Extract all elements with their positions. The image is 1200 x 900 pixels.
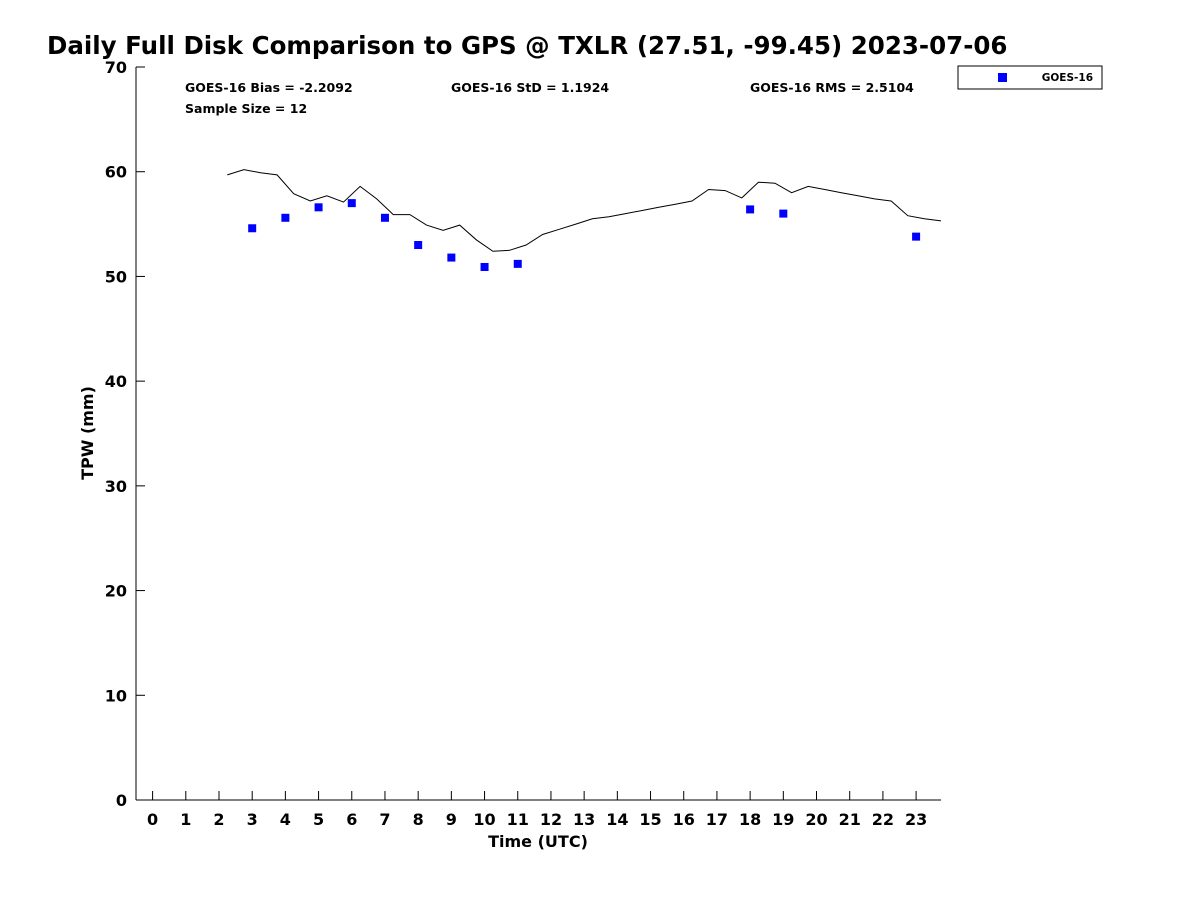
goes16-point — [248, 224, 257, 233]
y-tick-label: 10 — [105, 686, 127, 705]
x-tick-label: 18 — [739, 810, 761, 829]
x-tick-label: 6 — [346, 810, 357, 829]
x-tick-label: 10 — [473, 810, 495, 829]
y-tick-label: 70 — [105, 58, 127, 77]
y-tick-label: 20 — [105, 582, 127, 601]
x-tick-label: 1 — [180, 810, 191, 829]
x-tick-label: 15 — [639, 810, 661, 829]
x-tick-label: 17 — [706, 810, 728, 829]
x-tick-label: 11 — [507, 810, 529, 829]
x-tick-label: 3 — [247, 810, 258, 829]
x-tick-label: 20 — [805, 810, 827, 829]
x-axis-label: Time (UTC) — [488, 832, 588, 851]
gps-tpw-line — [227, 169, 942, 252]
sample-size-stat: Sample Size = 12 — [185, 101, 307, 116]
legend-marker-goes16 — [998, 73, 1007, 82]
y-tick-label: 50 — [105, 267, 127, 286]
stats-annotations: GOES-16 Bias = -2.2092 GOES-16 StD = 1.1… — [185, 80, 914, 116]
goes16-point — [347, 199, 356, 208]
goes16-point — [414, 241, 423, 250]
chart-title: Daily Full Disk Comparison to GPS @ TXLR… — [47, 31, 1007, 60]
legend-box — [957, 65, 1103, 90]
plot-frame — [135, 67, 941, 801]
goes16-point — [281, 213, 290, 222]
x-ticks: 0 1 2 3 4 5 6 7 8 9 10 11 12 13 14 15 16 17 18 19 20 21 22 23 — [147, 791, 927, 829]
y-axis-label: TPW (mm) — [78, 386, 97, 480]
goes16-point — [380, 213, 389, 222]
x-tick-label: 0 — [147, 810, 158, 829]
legend: GOES-16 — [957, 65, 1103, 90]
y-tick-label: 40 — [105, 372, 127, 391]
legend-label-goes16: GOES-16 — [1042, 72, 1093, 84]
goes16-point — [447, 253, 456, 262]
x-tick-label: 8 — [413, 810, 424, 829]
x-tick-label: 13 — [573, 810, 595, 829]
bias-stat: GOES-16 Bias = -2.2092 — [185, 80, 353, 95]
series-layer — [227, 169, 942, 272]
y-tick-label: 30 — [105, 477, 127, 496]
x-tick-label: 9 — [446, 810, 457, 829]
goes16-point — [912, 232, 921, 241]
x-tick-label: 21 — [839, 810, 861, 829]
rms-stat: GOES-16 RMS = 2.5104 — [750, 80, 914, 95]
x-tick-label: 16 — [673, 810, 695, 829]
x-tick-label: 5 — [313, 810, 324, 829]
x-tick-label: 12 — [540, 810, 562, 829]
y-tick-label: 60 — [105, 163, 127, 182]
x-tick-label: 23 — [905, 810, 927, 829]
goes16-point — [314, 203, 323, 212]
goes16-point — [779, 209, 788, 218]
x-tick-label: 14 — [606, 810, 628, 829]
x-tick-label: 19 — [772, 810, 794, 829]
x-tick-label: 7 — [379, 810, 390, 829]
x-tick-label: 2 — [213, 810, 224, 829]
y-tick-label: 0 — [116, 791, 127, 810]
x-tick-label: 22 — [872, 810, 894, 829]
goes16-point — [480, 263, 489, 272]
x-tick-label: 4 — [280, 810, 291, 829]
y-ticks: 0 10 20 30 40 50 60 70 — [105, 58, 145, 810]
goes16-point — [513, 259, 522, 268]
std-stat: GOES-16 StD = 1.1924 — [451, 80, 609, 95]
goes16-point — [746, 205, 755, 214]
